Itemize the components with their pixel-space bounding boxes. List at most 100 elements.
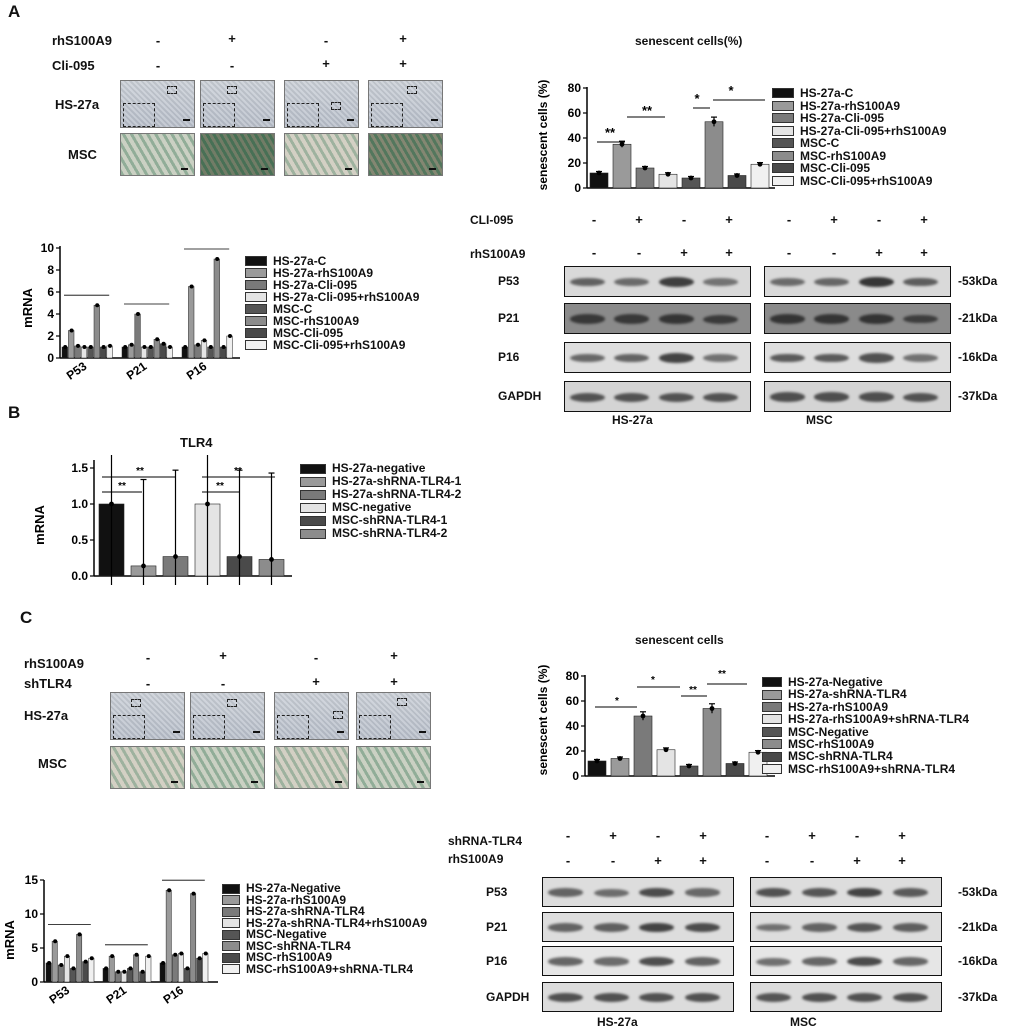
legend-item: HS-27a-rhS100A9 bbox=[772, 99, 946, 113]
row-label-shtlr4: shTLR4 bbox=[24, 676, 72, 691]
data-point bbox=[134, 952, 139, 957]
data-point bbox=[77, 932, 82, 937]
legend-item: MSC-shRNA-TLR4-2 bbox=[300, 527, 461, 540]
legend-swatch bbox=[222, 895, 240, 906]
y-axis-label: mRNA bbox=[20, 288, 35, 328]
micrograph-msc bbox=[110, 746, 185, 789]
sign: + bbox=[920, 245, 928, 260]
band bbox=[570, 392, 605, 402]
y-tick-label: 40 bbox=[568, 131, 582, 145]
legend-swatch bbox=[772, 113, 794, 124]
sign: - bbox=[145, 676, 151, 691]
data-point bbox=[619, 141, 625, 147]
data-point bbox=[110, 954, 115, 959]
sign: + bbox=[654, 853, 662, 868]
data-point bbox=[89, 956, 94, 961]
band bbox=[801, 923, 837, 932]
legend-label: MSC-rhS100A9 bbox=[273, 314, 360, 328]
data-point bbox=[47, 960, 52, 965]
data-point bbox=[732, 761, 738, 766]
legend-item: HS-27a-rhS100A9 bbox=[762, 700, 969, 713]
bar bbox=[93, 304, 100, 359]
band bbox=[593, 923, 629, 932]
data-point bbox=[88, 345, 93, 349]
data-point bbox=[122, 969, 127, 974]
legend-label: HS-27a-rhS100A9 bbox=[273, 266, 374, 280]
image-row-label-hs27a: HS-27a bbox=[24, 708, 69, 723]
bar bbox=[226, 335, 233, 359]
band bbox=[770, 392, 805, 402]
blot-group-label: MSC bbox=[790, 1015, 817, 1029]
band bbox=[902, 277, 938, 287]
legend-label: MSC-rhS100A9 bbox=[246, 950, 333, 964]
data-point bbox=[76, 343, 80, 348]
bar bbox=[633, 715, 653, 777]
band bbox=[570, 277, 605, 287]
legend-item: HS-27a-shRNA-TLR4-1 bbox=[300, 475, 461, 488]
band bbox=[570, 353, 605, 363]
band bbox=[801, 957, 837, 966]
blot-strip bbox=[542, 877, 734, 907]
y-tick-label: 0 bbox=[31, 975, 38, 989]
micrograph-msc bbox=[200, 133, 275, 176]
data-point bbox=[197, 956, 202, 961]
sign: + bbox=[830, 212, 838, 227]
legend-label: HS-27a-Cli-095+rhS100A9 bbox=[800, 123, 947, 138]
band bbox=[639, 992, 674, 1003]
bar bbox=[133, 954, 140, 983]
micrograph-msc bbox=[274, 746, 349, 789]
data-point bbox=[82, 345, 87, 349]
sign: + bbox=[875, 245, 883, 260]
data-point bbox=[688, 175, 694, 181]
bar bbox=[128, 344, 135, 359]
band bbox=[858, 353, 894, 363]
band bbox=[770, 353, 805, 363]
bar bbox=[88, 957, 95, 983]
micrograph-msc bbox=[284, 133, 359, 176]
x-tick-label: P16 bbox=[161, 983, 187, 1007]
legend-item: HS-27a-Negative bbox=[222, 882, 427, 895]
data-point bbox=[755, 749, 761, 755]
bar bbox=[750, 163, 770, 189]
data-point bbox=[59, 963, 64, 967]
panel-letter-a: A bbox=[8, 2, 21, 21]
data-point bbox=[663, 747, 669, 753]
legend-item: MSC-rhS100A9 bbox=[772, 149, 946, 163]
wb-row-label: rhS100A9 bbox=[470, 247, 526, 261]
y-tick-label: 60 bbox=[568, 106, 582, 120]
bar bbox=[702, 708, 722, 777]
chart-title: TLR4 bbox=[180, 435, 213, 450]
data-point bbox=[596, 170, 602, 176]
row-label-cli095: Cli-095 bbox=[52, 58, 95, 73]
legend-item: HS-27a-C bbox=[245, 255, 419, 267]
sign: + bbox=[920, 212, 928, 227]
legend-item: MSC-shRNA-TLR4 bbox=[222, 940, 427, 953]
data-point bbox=[129, 342, 134, 347]
sign: + bbox=[609, 828, 617, 843]
bar bbox=[188, 286, 195, 359]
data-point bbox=[53, 939, 58, 944]
bar bbox=[190, 893, 197, 983]
sign: + bbox=[725, 245, 733, 260]
legend-label: MSC-shRNA-TLR4 bbox=[788, 749, 893, 764]
data-point bbox=[203, 951, 208, 956]
legend-item: MSC-shRNA-TLR4-1 bbox=[300, 514, 461, 527]
data-point bbox=[711, 119, 717, 125]
sign: + bbox=[725, 212, 733, 227]
legend-swatch bbox=[772, 88, 794, 99]
band bbox=[892, 957, 928, 966]
legend-item: HS-27a-shRNA-TLR4 bbox=[222, 905, 427, 918]
sign: - bbox=[831, 245, 837, 260]
legend-label: MSC-Cli-095+rhS100A9 bbox=[800, 173, 933, 188]
legend-label: MSC-rhS100A9+shRNA-TLR4 bbox=[788, 761, 956, 776]
blot-strip bbox=[764, 342, 951, 373]
bar bbox=[160, 343, 167, 359]
legend-item: HS-27a-Negative bbox=[762, 676, 969, 688]
panel-letter-b: B bbox=[8, 403, 21, 422]
bar bbox=[610, 758, 630, 777]
chart-c-senescent: senescent cells (%) 0 20 40 60 80 * * ** ** bbox=[536, 665, 775, 783]
data-point bbox=[146, 954, 151, 959]
sign: - bbox=[876, 212, 882, 227]
legend-item: HS-27a-Cli-095+rhS100A9 bbox=[245, 291, 419, 303]
wb-row-label: shRNA-TLR4 bbox=[448, 834, 522, 848]
